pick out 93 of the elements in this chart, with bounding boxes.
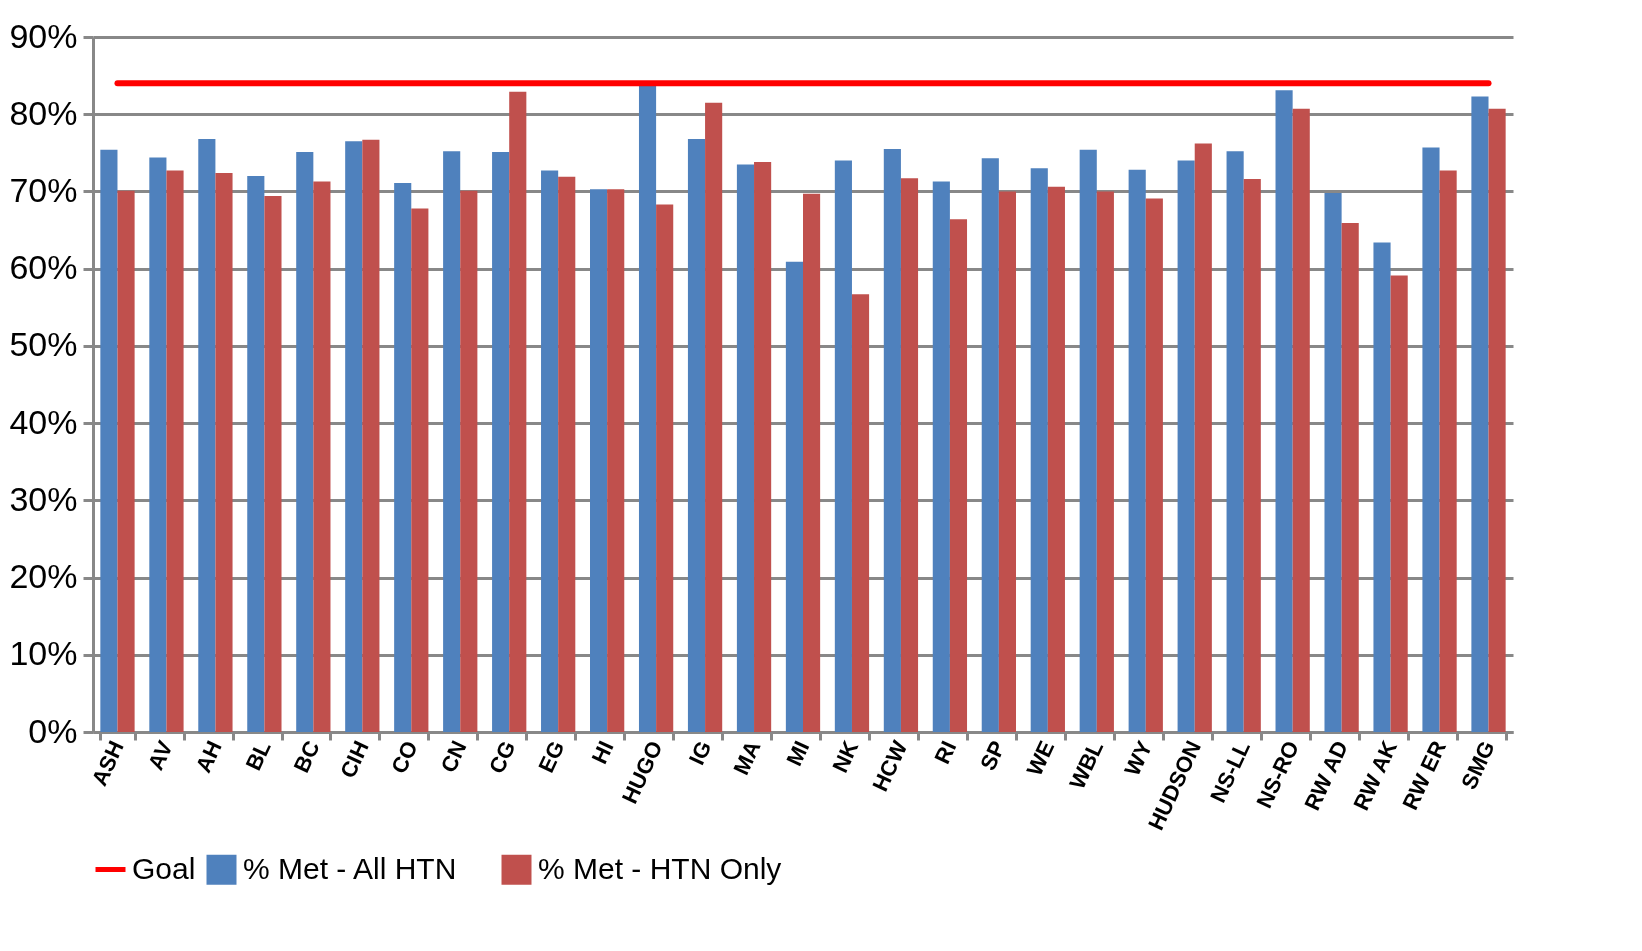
x-tick-label: AV (142, 736, 178, 774)
bar (215, 172, 233, 732)
x-tick-label: MI (781, 737, 815, 770)
bar (687, 138, 706, 732)
bar (785, 261, 803, 732)
bar (851, 294, 870, 732)
y-tick-label: 70% (9, 170, 78, 209)
bar (1488, 108, 1506, 732)
bar (949, 219, 968, 732)
bar (656, 204, 674, 732)
x-tick-label: SMG (1456, 737, 1500, 793)
bar (883, 148, 901, 732)
bar (492, 152, 510, 732)
x-tick-label: BL (240, 737, 276, 775)
y-tick-label: 10% (9, 634, 78, 673)
bar (296, 152, 314, 732)
legend-label: Goal (132, 851, 196, 885)
bar (1275, 90, 1293, 732)
y-tick-label: 0% (28, 711, 78, 750)
bar (541, 170, 559, 732)
bar (638, 85, 657, 732)
bar (834, 160, 852, 732)
bar (100, 149, 118, 732)
y-tick-label: 50% (9, 325, 78, 364)
y-tick-label: 20% (9, 557, 78, 596)
bar (736, 164, 755, 732)
bar (1439, 170, 1457, 732)
x-tick-label: WBL (1064, 737, 1109, 793)
y-tick-label: 60% (9, 248, 78, 287)
bar (149, 157, 167, 732)
y-tick-label: 40% (9, 402, 78, 441)
bar (460, 190, 478, 732)
x-tick-label: BC (288, 736, 325, 777)
bar (1422, 147, 1440, 732)
bar (1177, 160, 1195, 732)
bar (998, 191, 1016, 732)
bar (1226, 151, 1244, 732)
bar (1030, 168, 1048, 732)
x-tick-label: NK (827, 736, 864, 777)
x-tick-label: SP (975, 737, 1011, 775)
x-tick-label: ASH (86, 737, 129, 790)
x-tick-label: WY (1119, 736, 1158, 780)
bar (1194, 143, 1212, 732)
bar (558, 176, 576, 732)
bar (1079, 149, 1097, 732)
bar (264, 196, 282, 732)
bar (705, 102, 723, 732)
bar (443, 151, 461, 732)
x-tick-label: CO (386, 737, 423, 778)
bar (590, 189, 608, 732)
y-tick-label: 90% (9, 16, 78, 55)
bar (198, 138, 216, 732)
bar (1373, 242, 1391, 732)
bar (1047, 186, 1065, 732)
bar (313, 181, 331, 732)
x-tick-label: CN (435, 737, 472, 777)
x-tick-label: WE (1021, 737, 1060, 780)
bar (1341, 223, 1359, 732)
x-tick-label: HCW (867, 736, 913, 796)
x-tick-label: AH (190, 737, 227, 777)
x-tick-label: CIH (335, 737, 374, 782)
bar (345, 141, 363, 732)
bar (1243, 179, 1261, 732)
bar (803, 193, 821, 732)
bar (900, 178, 919, 732)
bar (411, 208, 429, 732)
bar (754, 162, 772, 732)
bar (394, 182, 412, 732)
legend-label: % Met - HTN Only (538, 851, 782, 885)
x-tick-label: IG (683, 737, 717, 769)
bar (607, 189, 625, 732)
bar (1471, 96, 1489, 732)
bar (1324, 192, 1342, 732)
bar (247, 176, 265, 732)
bar (932, 181, 950, 732)
bar (117, 190, 135, 732)
y-tick-label: 30% (9, 479, 78, 518)
legend-label: % Met - All HTN (243, 851, 457, 885)
bar (1145, 198, 1163, 732)
bar (166, 170, 184, 732)
x-tick-label: HI (586, 737, 619, 768)
x-tick-label: MA (728, 736, 766, 779)
bar (1292, 108, 1310, 732)
bar (1096, 191, 1114, 732)
bar (362, 139, 380, 732)
x-tick-label: EG (533, 737, 570, 777)
bar (1390, 275, 1408, 732)
bar (509, 91, 527, 732)
bar (981, 158, 999, 732)
bar (1128, 169, 1146, 732)
x-tick-label: CG (483, 737, 521, 778)
y-tick-label: 80% (9, 93, 78, 132)
x-tick-label: RI (929, 737, 962, 768)
